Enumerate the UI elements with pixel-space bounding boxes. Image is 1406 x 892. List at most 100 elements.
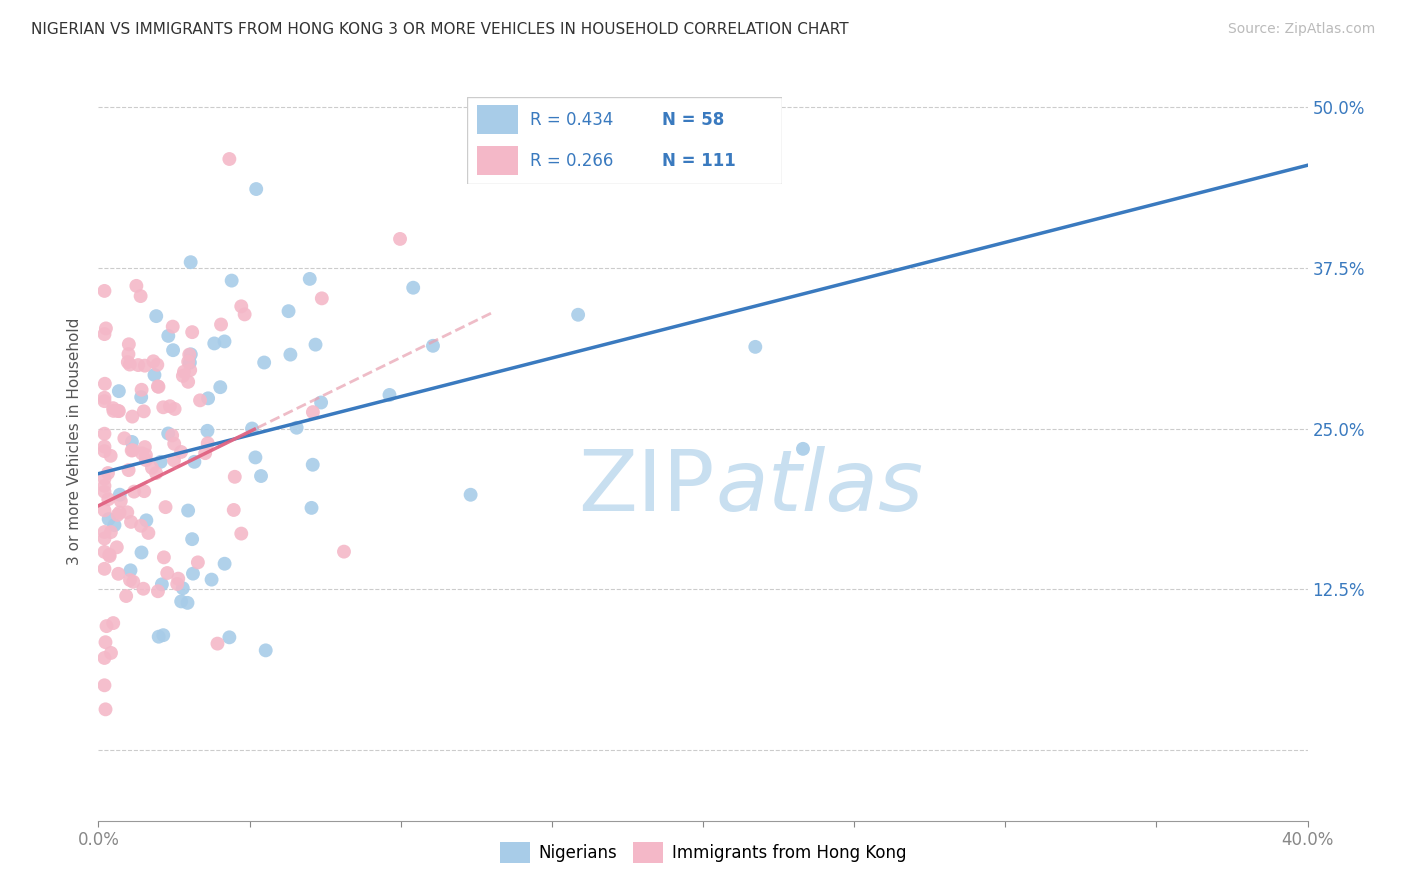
Point xyxy=(93,524,115,539)
Point xyxy=(218,152,240,166)
Point xyxy=(285,421,308,435)
Point xyxy=(117,505,139,519)
Point xyxy=(117,347,139,361)
Point xyxy=(129,518,152,533)
Point xyxy=(240,421,263,435)
Point xyxy=(157,426,180,441)
Point xyxy=(93,444,115,458)
Point xyxy=(125,278,148,293)
Point xyxy=(214,557,236,571)
Point xyxy=(180,255,202,269)
Point xyxy=(101,401,124,416)
Point xyxy=(145,309,167,323)
Point xyxy=(231,299,253,313)
Point xyxy=(100,449,122,463)
Point xyxy=(96,619,118,633)
Point xyxy=(792,442,814,456)
Point xyxy=(166,577,188,591)
Point xyxy=(103,404,125,418)
Point xyxy=(145,466,167,480)
Point xyxy=(187,555,209,569)
Legend: Nigerians, Immigrants from Hong Kong: Nigerians, Immigrants from Hong Kong xyxy=(494,836,912,869)
Point xyxy=(93,651,115,665)
Point xyxy=(105,541,128,555)
Point xyxy=(97,492,120,507)
Point xyxy=(149,455,172,469)
Point xyxy=(333,544,356,558)
Point xyxy=(167,572,190,586)
Point xyxy=(181,532,204,546)
Point xyxy=(163,436,186,450)
Point xyxy=(107,508,129,522)
Point xyxy=(277,304,299,318)
Point xyxy=(100,646,122,660)
Point xyxy=(202,336,225,351)
Point xyxy=(231,526,253,541)
Point xyxy=(156,566,179,580)
Point xyxy=(134,484,156,499)
Point xyxy=(120,515,142,529)
Point xyxy=(93,284,115,298)
Point xyxy=(132,404,155,418)
Point xyxy=(176,596,198,610)
Point xyxy=(93,426,115,441)
Point xyxy=(118,573,141,587)
Point xyxy=(129,289,152,303)
Point xyxy=(108,488,131,502)
Point xyxy=(108,506,131,520)
Point xyxy=(172,581,194,595)
Point xyxy=(162,343,184,358)
Point xyxy=(121,434,143,449)
Point xyxy=(179,363,201,377)
Point xyxy=(131,545,153,559)
Point xyxy=(127,358,149,372)
Point xyxy=(221,274,243,288)
Point xyxy=(150,577,173,591)
Point xyxy=(143,368,166,382)
Point xyxy=(460,488,482,502)
Point xyxy=(118,358,141,372)
Point xyxy=(135,513,157,527)
Point xyxy=(222,503,245,517)
Point xyxy=(170,594,193,608)
Point xyxy=(100,525,122,540)
Point xyxy=(112,431,135,445)
Point xyxy=(108,404,131,418)
Point xyxy=(134,440,156,454)
Point xyxy=(302,405,325,419)
Point xyxy=(301,500,323,515)
Point xyxy=(152,628,174,642)
Point xyxy=(402,281,425,295)
Point xyxy=(135,448,157,462)
Point xyxy=(254,643,277,657)
Point xyxy=(146,379,169,393)
Point xyxy=(253,355,276,369)
Point xyxy=(121,409,143,424)
Point xyxy=(197,392,219,406)
Point xyxy=(162,319,184,334)
Point xyxy=(160,428,183,442)
Point xyxy=(98,548,121,562)
Point xyxy=(117,463,139,477)
Point xyxy=(389,232,412,246)
Point xyxy=(177,503,200,517)
Y-axis label: 3 or more Vehicles in Household: 3 or more Vehicles in Household xyxy=(67,318,83,566)
Point xyxy=(163,453,186,467)
Point xyxy=(298,272,321,286)
Point xyxy=(94,376,117,391)
Point xyxy=(117,355,139,369)
Point xyxy=(115,589,138,603)
Point xyxy=(141,461,163,475)
Point xyxy=(146,358,169,372)
Point xyxy=(157,329,180,343)
Point xyxy=(120,563,142,577)
Point xyxy=(311,291,333,305)
Point xyxy=(148,380,170,394)
Point xyxy=(304,337,326,351)
Point xyxy=(177,375,200,389)
Point xyxy=(181,566,204,581)
Point xyxy=(146,584,169,599)
Point xyxy=(131,383,153,397)
Point xyxy=(207,637,229,651)
Point xyxy=(138,525,160,540)
